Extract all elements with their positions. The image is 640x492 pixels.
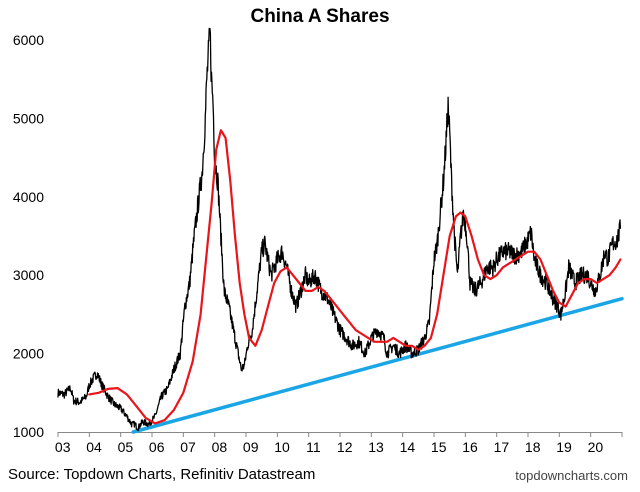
x-tick-label: 03 xyxy=(55,439,71,455)
x-tick-label: 11 xyxy=(306,439,321,455)
y-tick-label: 3000 xyxy=(13,267,44,283)
x-tick-label: 12 xyxy=(337,439,353,455)
x-tick-label: 07 xyxy=(180,439,196,455)
x-tick-label: 08 xyxy=(212,439,228,455)
moving_average-series-line xyxy=(88,129,622,425)
x-tick-label: 17 xyxy=(494,439,510,455)
source-note: Source: Topdown Charts, Refinitiv Datast… xyxy=(8,466,316,483)
y-tick-label: 2000 xyxy=(13,346,44,362)
y-tick-label: 5000 xyxy=(13,110,44,126)
x-tick-label: 13 xyxy=(368,439,384,455)
x-tick-label: 14 xyxy=(400,439,416,455)
x-tick-label: 15 xyxy=(431,439,447,455)
x-tick-label: 05 xyxy=(118,439,134,455)
y-tick-label: 4000 xyxy=(13,189,44,205)
watermark: topdowncharts.com xyxy=(515,468,628,483)
y-tick-label: 6000 xyxy=(13,32,44,48)
x-tick-label: 04 xyxy=(86,439,102,455)
price-series-line xyxy=(57,27,622,432)
x-tick-label: 18 xyxy=(525,439,541,455)
x-tick-label: 09 xyxy=(243,439,259,455)
trendline-series-line xyxy=(131,296,624,434)
tick-labels: 1000 2000 3000 4000 5000 6000 03 04 05 06 07 08 09 10… xyxy=(13,32,604,455)
axes xyxy=(57,432,623,437)
x-tick-label: 16 xyxy=(462,439,478,455)
series-layer xyxy=(57,27,624,434)
x-tick-label: 19 xyxy=(556,439,572,455)
chart-title: China A Shares xyxy=(250,6,390,27)
x-tick-label: 10 xyxy=(274,439,290,455)
x-tick-label: 06 xyxy=(149,439,165,455)
x-tick-label: 20 xyxy=(588,439,604,455)
y-tick-label: 1000 xyxy=(13,424,44,440)
